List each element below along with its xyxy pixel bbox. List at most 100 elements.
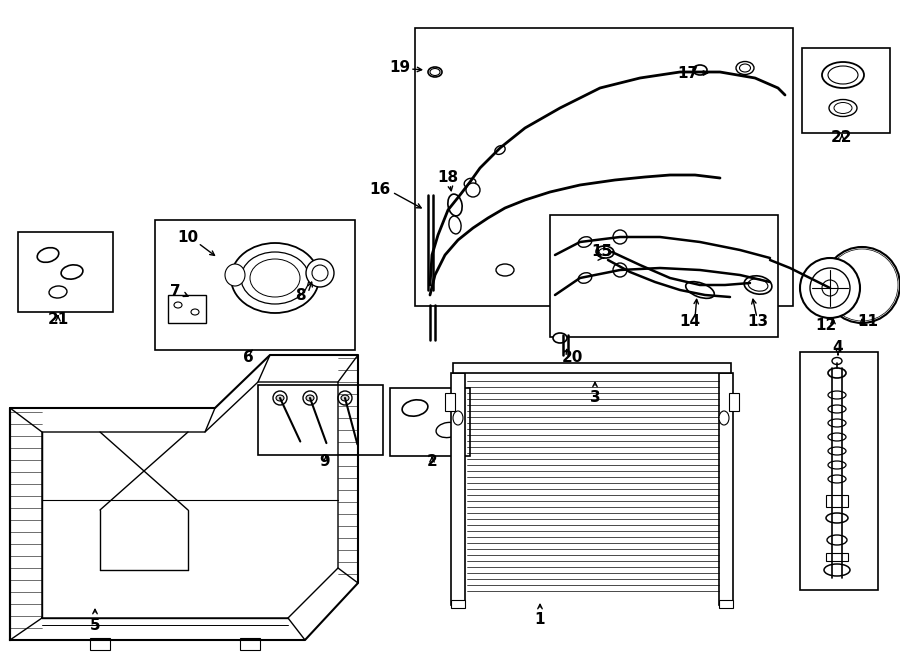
Text: 21: 21 <box>48 313 68 327</box>
Ellipse shape <box>744 276 772 294</box>
Ellipse shape <box>306 395 314 401</box>
Circle shape <box>824 247 900 323</box>
Ellipse shape <box>828 66 858 84</box>
Circle shape <box>800 258 860 318</box>
Bar <box>800 352 878 590</box>
Text: 18: 18 <box>437 171 459 186</box>
Bar <box>802 48 890 133</box>
Ellipse shape <box>596 246 614 258</box>
Text: 4: 4 <box>832 340 843 356</box>
Bar <box>453 363 731 373</box>
Ellipse shape <box>834 102 852 114</box>
Bar <box>390 388 470 456</box>
Text: 3: 3 <box>590 391 600 405</box>
Ellipse shape <box>740 64 751 72</box>
Ellipse shape <box>496 264 514 276</box>
Ellipse shape <box>430 69 440 75</box>
Bar <box>445 393 455 411</box>
Ellipse shape <box>453 411 463 425</box>
Ellipse shape <box>828 368 846 378</box>
Ellipse shape <box>686 282 715 298</box>
Ellipse shape <box>828 447 846 455</box>
Bar <box>719 600 733 608</box>
Bar <box>18 232 113 312</box>
Ellipse shape <box>826 513 848 523</box>
Text: 6: 6 <box>243 350 254 366</box>
Circle shape <box>844 267 880 303</box>
Ellipse shape <box>828 461 846 469</box>
Ellipse shape <box>719 411 729 425</box>
Ellipse shape <box>827 535 847 545</box>
Ellipse shape <box>824 564 850 576</box>
Bar <box>168 295 206 323</box>
Ellipse shape <box>276 395 284 401</box>
Ellipse shape <box>578 273 592 284</box>
Ellipse shape <box>341 395 349 401</box>
Bar <box>719 373 733 605</box>
Ellipse shape <box>37 248 58 262</box>
Ellipse shape <box>241 252 309 304</box>
Circle shape <box>852 275 872 295</box>
Bar <box>729 393 739 411</box>
Bar <box>826 553 848 561</box>
Ellipse shape <box>693 65 707 75</box>
Text: 22: 22 <box>832 130 853 145</box>
Ellipse shape <box>748 279 768 291</box>
Ellipse shape <box>578 237 592 247</box>
Ellipse shape <box>599 249 611 256</box>
Ellipse shape <box>250 259 300 297</box>
Ellipse shape <box>225 264 245 286</box>
Circle shape <box>613 263 627 277</box>
Ellipse shape <box>828 391 846 399</box>
Text: 16: 16 <box>369 182 391 198</box>
Text: 5: 5 <box>90 617 100 633</box>
Text: 14: 14 <box>680 315 700 329</box>
Ellipse shape <box>829 100 857 116</box>
Ellipse shape <box>61 265 83 279</box>
Text: 1: 1 <box>535 613 545 627</box>
Ellipse shape <box>402 400 428 416</box>
Circle shape <box>312 265 328 281</box>
Circle shape <box>303 391 317 405</box>
Circle shape <box>826 249 898 321</box>
Ellipse shape <box>495 145 505 155</box>
Text: 15: 15 <box>591 245 613 260</box>
Ellipse shape <box>828 433 846 441</box>
Bar <box>155 220 355 350</box>
Bar <box>258 385 383 455</box>
Ellipse shape <box>828 405 846 413</box>
Ellipse shape <box>832 358 842 364</box>
Ellipse shape <box>449 216 461 234</box>
Ellipse shape <box>428 67 442 77</box>
Ellipse shape <box>822 62 864 88</box>
Ellipse shape <box>828 419 846 427</box>
Ellipse shape <box>828 475 846 483</box>
Text: 2: 2 <box>427 455 437 469</box>
Circle shape <box>822 280 838 296</box>
Circle shape <box>834 257 890 313</box>
Circle shape <box>810 268 850 308</box>
Bar <box>550 215 778 337</box>
Ellipse shape <box>448 194 463 216</box>
Ellipse shape <box>436 422 460 438</box>
Bar <box>451 373 465 605</box>
Bar <box>451 600 465 608</box>
Text: 7: 7 <box>170 284 180 299</box>
Bar <box>90 638 110 650</box>
Text: 12: 12 <box>815 317 837 332</box>
Text: 9: 9 <box>320 455 330 469</box>
Text: 17: 17 <box>678 65 698 81</box>
Text: 8: 8 <box>294 288 305 303</box>
Ellipse shape <box>553 333 567 343</box>
Bar <box>240 638 260 650</box>
Circle shape <box>466 183 480 197</box>
Bar <box>826 495 848 507</box>
Text: 13: 13 <box>747 315 769 329</box>
Text: 19: 19 <box>390 59 410 75</box>
Circle shape <box>306 259 334 287</box>
Circle shape <box>829 252 895 318</box>
Ellipse shape <box>464 178 476 188</box>
Ellipse shape <box>49 286 67 298</box>
Ellipse shape <box>231 243 319 313</box>
Circle shape <box>613 230 627 244</box>
